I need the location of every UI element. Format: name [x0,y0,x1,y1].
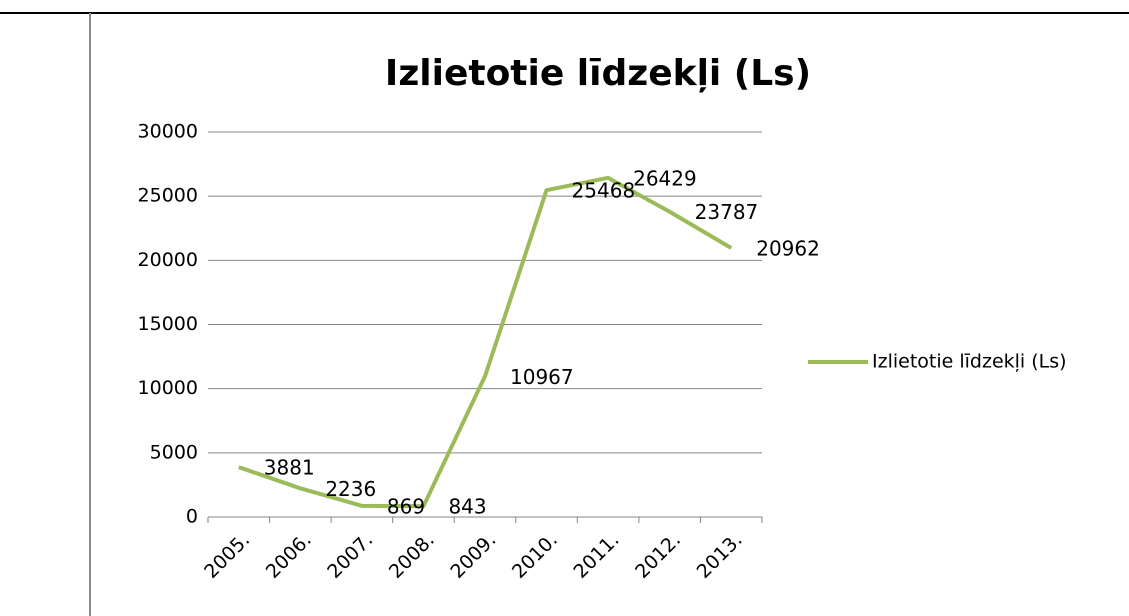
x-tick-label: 2009. [446,529,500,583]
data-label: 3881 [264,456,315,480]
data-label: 10967 [510,365,574,389]
y-tick-label: 15000 [138,313,198,335]
chart-title: Izlietotie līdzekļi (Ls) [385,53,811,94]
y-tick-label: 5000 [150,441,198,463]
y-tick-label: 10000 [138,377,198,399]
data-label: 843 [448,495,486,519]
data-label: 26429 [633,166,697,190]
x-tick-label: 2005. [200,529,254,583]
x-tick-label: 2006. [262,529,316,583]
data-label: 869 [387,494,425,518]
data-line [238,175,733,509]
x-tick-label: 2007. [323,529,377,583]
y-tick-label: 20000 [138,249,198,271]
y-tick-label: 0 [186,506,198,528]
x-tick-label: 2012. [631,529,685,583]
legend-label: Izlietotie līdzekļi (Ls) [872,351,1067,373]
y-tick-label: 30000 [138,121,198,143]
x-tick-label: 2013. [693,529,747,583]
x-tick-label: 2011. [570,529,624,583]
x-tick-label: 2010. [508,529,562,583]
data-label: 25468 [572,179,636,203]
data-label: 2236 [325,477,376,501]
data-label: 23787 [695,200,759,224]
y-tick-label: 25000 [138,185,198,207]
x-tick-label: 2008. [385,529,439,583]
data-label: 20962 [756,236,820,260]
